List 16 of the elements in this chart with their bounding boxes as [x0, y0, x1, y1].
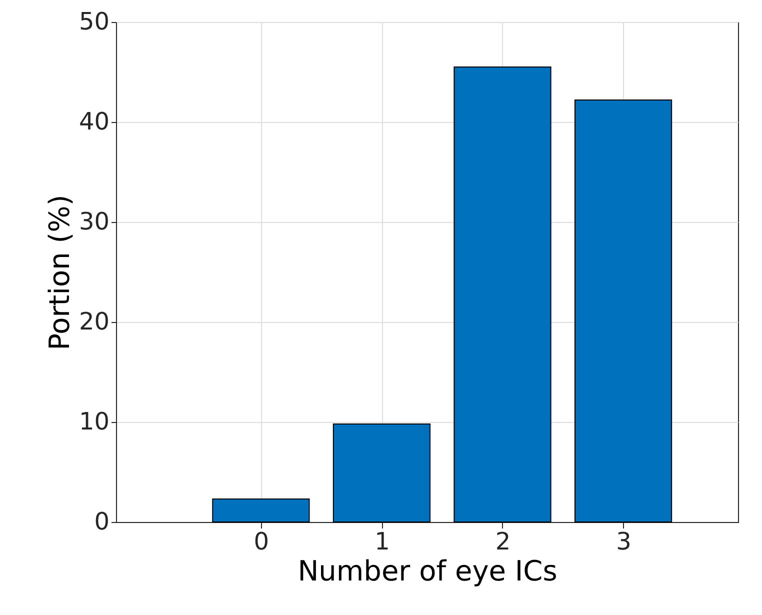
x-tick-label: 2 [495, 528, 511, 556]
x-tick-label: 1 [374, 528, 390, 556]
bar [454, 66, 552, 522]
x-axis-title: Number of eye ICs [298, 554, 558, 588]
x-tick-label: 3 [616, 528, 632, 556]
y-tick-label: 0 [94, 508, 110, 536]
y-tick-label: 40 [78, 108, 110, 136]
y-tick-label: 30 [78, 208, 110, 236]
bar [332, 424, 431, 522]
x-tick-label: 0 [254, 528, 270, 556]
bar [574, 100, 672, 522]
y-tick-label: 10 [78, 408, 110, 436]
bar [212, 498, 310, 522]
y-tick-label: 50 [78, 8, 110, 36]
y-tick-label: 20 [78, 308, 110, 336]
y-axis-title: Portion (%) [42, 194, 76, 350]
